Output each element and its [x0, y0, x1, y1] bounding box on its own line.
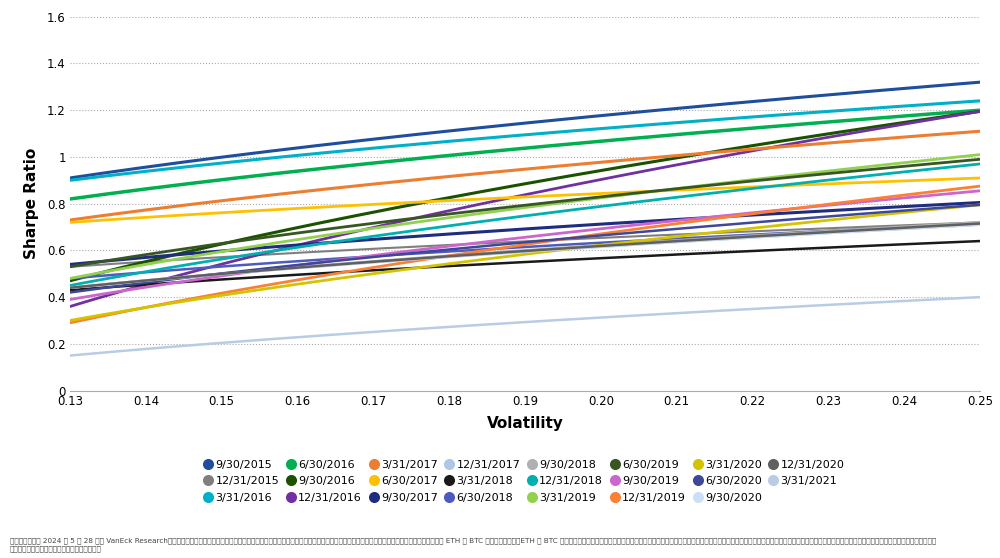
Y-axis label: Sharpe Ratio: Sharpe Ratio — [24, 148, 39, 259]
Legend: 9/30/2015, 12/31/2015, 3/31/2016, 6/30/2016, 9/30/2016, 12/31/2016, 3/31/2017, 6: 9/30/2015, 12/31/2015, 3/31/2016, 6/30/2… — [206, 460, 844, 503]
Text: 仅供说明之用。请自行研究并得出自己的结论。: 仅供说明之用。请自行研究并得出自己的结论。 — [10, 546, 102, 552]
Text: 资料来源：截至 2024 年 5 月 28 日的 VanEck Research。过去的表现并不能保证未来的结果。本博客中的信息、估値标准和价格目标并非作为财务: 资料来源：截至 2024 年 5 月 28 日的 VanEck Research… — [10, 537, 936, 544]
X-axis label: Volatility: Volatility — [487, 416, 563, 431]
